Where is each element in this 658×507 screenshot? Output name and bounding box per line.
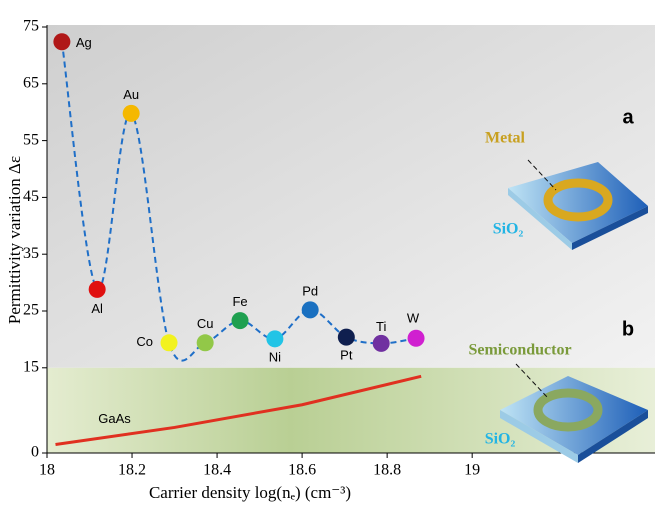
y-tick-label: 75 xyxy=(23,18,39,35)
y-tick-label: 45 xyxy=(23,188,39,205)
annotation: SiO₂ xyxy=(493,221,524,238)
annotation: Metal xyxy=(485,130,526,147)
x-tick-label: 18.6 xyxy=(288,462,316,479)
point xyxy=(337,328,355,346)
x-tick-label: 18.4 xyxy=(203,462,231,479)
y-tick-label: 15 xyxy=(23,358,39,375)
point xyxy=(53,33,71,51)
point-label: Au xyxy=(123,87,139,102)
x-tick-label: 18.8 xyxy=(373,462,401,479)
point-label: Ni xyxy=(269,349,281,364)
metal-inset xyxy=(508,159,648,250)
point xyxy=(407,329,425,347)
y-tick-label: 55 xyxy=(23,131,39,148)
x-tick-label: 18 xyxy=(39,462,55,479)
point-label: Fe xyxy=(232,294,247,309)
annotation: SiO₂ xyxy=(485,431,516,448)
y-tick-label: 0 xyxy=(31,444,39,461)
point xyxy=(160,334,178,352)
point-label: Pd xyxy=(302,283,318,298)
y-tick-label: 35 xyxy=(23,245,39,262)
point-label: Ti xyxy=(376,319,386,334)
x-tick-label: 18.2 xyxy=(118,462,146,479)
point-label: Al xyxy=(91,301,103,316)
point-label: W xyxy=(407,311,420,326)
y-tick-label: 25 xyxy=(23,302,39,319)
point xyxy=(88,280,106,298)
semiconductor-inset xyxy=(500,363,648,463)
x-tick-label: 19 xyxy=(464,462,480,479)
point-label: Cu xyxy=(197,316,214,331)
x-axis-label: Carrier density log(nₑ) (cm⁻³) xyxy=(149,483,351,502)
point-label: Ag xyxy=(76,35,92,50)
point xyxy=(231,312,249,330)
panel-label: b xyxy=(622,318,634,340)
plot: GaAs Ag Al Au Co Cu Fe Ni Pd Pt Ti W xyxy=(53,33,425,446)
y-tick-label: 65 xyxy=(23,74,39,91)
annotation: Semiconductor xyxy=(468,342,571,359)
gaas-line xyxy=(55,374,422,446)
y-axis-label: Permittivity variation Δε xyxy=(5,156,24,324)
point xyxy=(372,334,390,352)
point xyxy=(301,301,319,319)
point xyxy=(196,334,214,352)
series-label: GaAs xyxy=(98,411,131,426)
point xyxy=(266,330,284,348)
panel-label: a xyxy=(622,106,634,128)
point-label: Co xyxy=(136,334,153,349)
point-label: Pt xyxy=(340,348,353,363)
point xyxy=(122,104,140,122)
